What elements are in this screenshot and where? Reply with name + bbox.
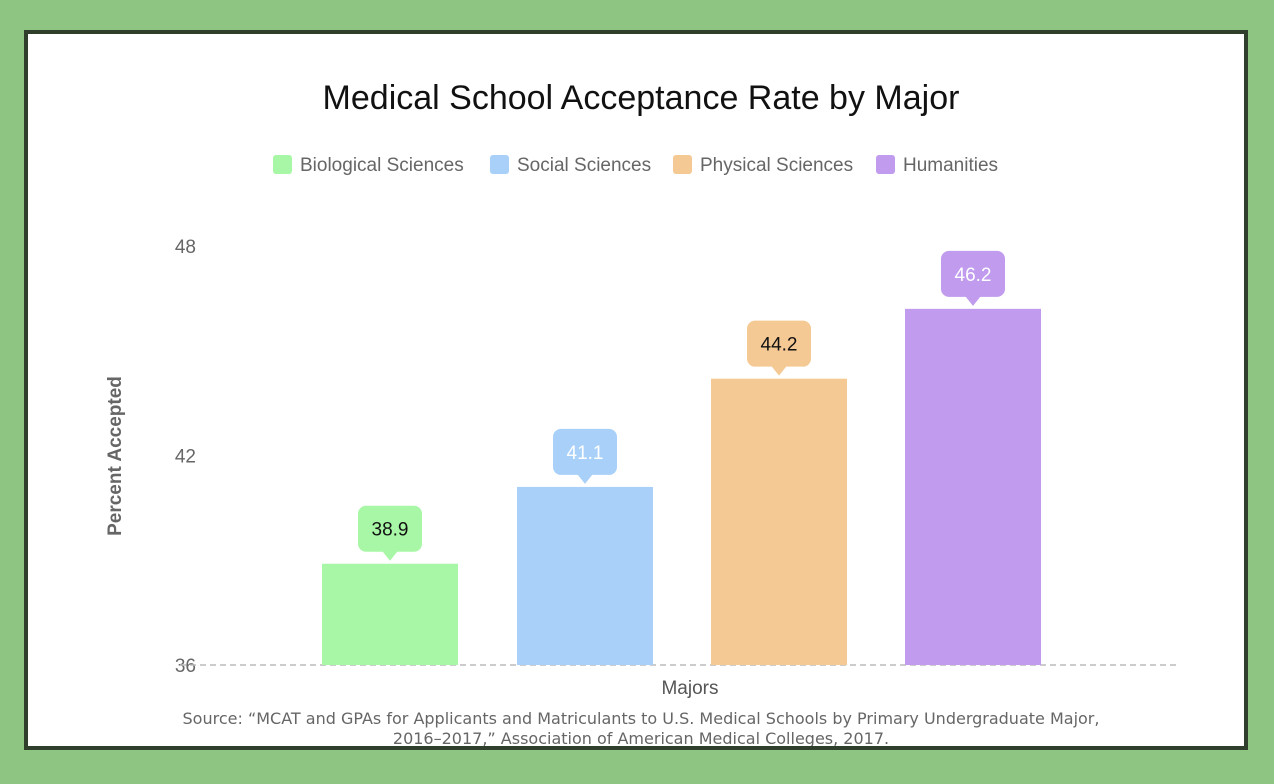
value-label-pointer	[965, 295, 981, 306]
value-label-pointer	[771, 365, 787, 376]
value-label-bubble	[358, 505, 422, 552]
bar	[905, 308, 1041, 665]
legend-swatch	[876, 155, 895, 174]
y-axis-title: Percent Accepted	[105, 376, 126, 536]
bar	[517, 486, 653, 665]
chart: Medical School Acceptance Rate by Major …	[105, 79, 1176, 746]
source-line-1: Source: “MCAT and GPAs for Applicants an…	[183, 709, 1100, 728]
value-label-bubble	[941, 250, 1005, 297]
legend-label: Physical Sciences	[700, 155, 853, 176]
y-tick-label: 36	[175, 656, 196, 677]
chart-title: Medical School Acceptance Rate by Major	[323, 79, 960, 117]
value-label: 46.2	[955, 265, 992, 286]
legend: Biological Sciences Social Sciences Physic…	[273, 155, 998, 176]
source-line-2: 2016–2017,” Association of American Medi…	[393, 729, 889, 746]
legend-swatch	[273, 155, 292, 174]
chart-frame: Medical School Acceptance Rate by Major …	[24, 30, 1248, 750]
value-label: 44.2	[761, 335, 798, 356]
legend-label: Social Sciences	[517, 155, 651, 176]
value-label-pointer	[577, 473, 593, 484]
value-label: 38.9	[372, 520, 409, 541]
bar-labels: 38.9 41.1 44.2 46.2	[358, 250, 1005, 561]
y-axis-ticks: 36 42 48	[175, 237, 196, 677]
legend-label: Humanities	[903, 155, 998, 176]
x-axis-title: Majors	[661, 678, 718, 699]
bar	[711, 378, 847, 665]
value-label: 41.1	[567, 443, 604, 464]
value-label-bubble	[747, 320, 811, 367]
legend-swatch	[673, 155, 692, 174]
y-tick-label: 48	[175, 237, 196, 258]
bars	[322, 308, 1041, 665]
value-label-pointer	[382, 550, 398, 561]
legend-label: Biological Sciences	[300, 155, 464, 176]
legend-swatch	[490, 155, 509, 174]
y-tick-label: 42	[175, 447, 196, 468]
bar	[322, 563, 458, 665]
value-label-bubble	[553, 428, 617, 475]
